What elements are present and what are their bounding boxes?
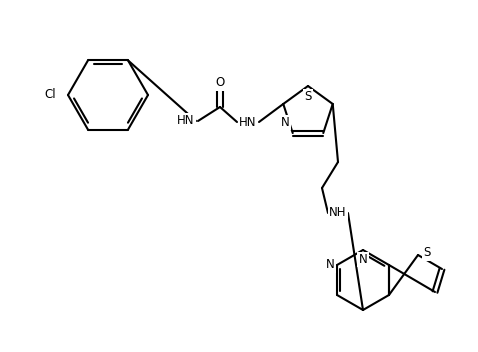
Text: N: N <box>281 116 290 129</box>
Text: HN: HN <box>239 115 257 128</box>
Text: NH: NH <box>329 207 347 220</box>
Text: O: O <box>216 76 225 89</box>
Text: N: N <box>326 258 335 271</box>
Text: S: S <box>304 90 312 103</box>
Text: S: S <box>423 246 430 259</box>
Text: Cl: Cl <box>44 88 56 101</box>
Text: N: N <box>358 253 368 266</box>
Text: HN: HN <box>177 114 195 127</box>
